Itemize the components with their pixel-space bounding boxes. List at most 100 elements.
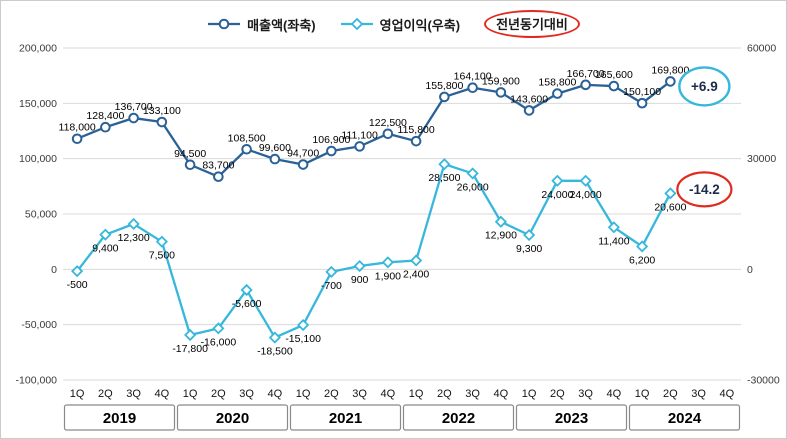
marker-operating-profit: [325, 265, 338, 278]
marker-operating-profit: [664, 187, 677, 200]
quarter-label: 4Q: [607, 388, 622, 400]
marker-revenue: [467, 82, 478, 94]
quarter-label: 1Q: [70, 388, 85, 400]
data-label-revenue: 118,000: [59, 122, 96, 134]
marker-operating-profit: [71, 265, 84, 278]
data-label-revenue: 94,500: [174, 148, 206, 160]
data-label-operating-profit: -17,800: [172, 343, 208, 355]
data-label-revenue: 158,800: [538, 77, 576, 89]
marker-operating-profit: [410, 254, 423, 267]
year-label: 2024: [668, 410, 702, 427]
year-label: 2022: [442, 410, 475, 427]
data-label-operating-profit: -500: [67, 279, 88, 291]
marker-revenue: [71, 133, 83, 145]
marker-revenue: [297, 159, 309, 170]
marker-revenue: [410, 135, 422, 147]
quarter-label: 4Q: [268, 388, 283, 400]
marker-revenue: [269, 153, 281, 165]
quarter-label: 4Q: [494, 388, 509, 400]
right-axis-tick-label: 60000: [747, 43, 776, 55]
quarter-label: 3Q: [126, 388, 141, 400]
data-label-revenue: 128,400: [86, 110, 124, 122]
data-label-revenue: 136,700: [115, 101, 153, 113]
quarter-label: 4Q: [381, 388, 396, 400]
data-label-revenue: 133,100: [143, 105, 181, 117]
year-box: [628, 404, 741, 431]
marker-operating-profit: [212, 322, 225, 335]
year-box: [402, 404, 515, 431]
quarter-label: 1Q: [183, 388, 198, 400]
year-label: 2020: [216, 410, 249, 427]
marker-revenue: [100, 121, 111, 133]
marker-operating-profit: [155, 235, 168, 248]
marker-operating-profit: [127, 217, 140, 231]
quarter-label: 2Q: [324, 388, 339, 400]
legend-item-revenue: 매출액(좌축): [207, 15, 316, 34]
marker-revenue: [439, 91, 450, 103]
data-label-operating-profit: -18,500: [257, 346, 293, 358]
marker-operating-profit: [353, 259, 366, 273]
marker-revenue: [241, 143, 252, 155]
marker-operating-profit: [607, 221, 620, 234]
legend-label-revenue: 매출액(좌축): [247, 17, 316, 33]
data-label-revenue: 150,100: [623, 86, 661, 98]
data-label-revenue: 143,600: [510, 93, 548, 105]
marker-operating-profit: [466, 167, 479, 180]
legend-marker-profit-icon: [340, 17, 373, 31]
year-box: [63, 404, 176, 431]
marker-revenue: [552, 88, 563, 99]
data-label-operating-profit: 900: [351, 274, 369, 286]
quarter-label: 2Q: [663, 388, 678, 400]
marker-revenue: [665, 76, 676, 87]
marker-revenue: [213, 171, 224, 183]
left-axis-tick-label: 50,000: [25, 209, 57, 221]
legend-marker-revenue-icon: [208, 18, 241, 30]
marker-revenue: [495, 87, 507, 98]
marker-operating-profit: [99, 228, 112, 241]
quarter-label: 1Q: [522, 388, 537, 400]
year-label: 2023: [555, 410, 588, 427]
quarter-label: 1Q: [296, 388, 311, 400]
data-label-operating-profit: 12,300: [118, 232, 150, 244]
data-label-operating-profit: 9,400: [92, 243, 118, 255]
left-axis-tick-label: -50,000: [21, 319, 57, 331]
marker-revenue: [128, 112, 139, 124]
quarter-label: 3Q: [352, 388, 367, 400]
data-label-revenue: 115,800: [398, 124, 435, 136]
marker-operating-profit: [523, 228, 536, 242]
marker-operating-profit: [636, 240, 649, 253]
legend-circle-icon: [218, 18, 230, 30]
data-label-operating-profit: 20,600: [654, 201, 686, 213]
annotation-ellipse-revenue: [678, 66, 731, 107]
data-label-revenue: 169,800: [651, 64, 689, 76]
data-label-revenue: 111,100: [341, 129, 378, 141]
marker-operating-profit: [381, 256, 394, 269]
data-label-revenue: 166,700: [567, 68, 605, 80]
chart-legend: 매출액(좌축) 영업이익(우축) 전년동기대비: [1, 10, 786, 38]
marker-operating-profit: [494, 215, 507, 228]
marker-operating-profit: [297, 318, 310, 332]
marker-operating-profit: [240, 283, 253, 297]
right-axis-tick-label: 30000: [747, 153, 776, 165]
data-label-operating-profit: -5,600: [232, 298, 262, 310]
marker-operating-profit: [268, 331, 281, 344]
data-label-operating-profit: 11,400: [598, 235, 629, 247]
data-label-revenue: 164,100: [454, 71, 492, 83]
data-label-operating-profit: -15,100: [285, 333, 321, 345]
data-label-operating-profit: 9,300: [516, 243, 542, 255]
quarter-label: 4Q: [155, 388, 170, 400]
marker-revenue: [354, 141, 365, 152]
marker-revenue: [636, 97, 648, 109]
left-axis-tick-label: 200,000: [19, 43, 57, 55]
data-label-operating-profit: 2,400: [403, 268, 429, 280]
quarter-label: 3Q: [465, 388, 480, 400]
series-line-operating-profit: [76, 163, 672, 339]
quarter-label: 1Q: [409, 388, 424, 400]
data-label-revenue: 108,500: [228, 132, 266, 144]
year-box: [515, 404, 628, 431]
quarter-label: 3Q: [691, 388, 706, 400]
legend-item-yoy: 전년동기대비: [484, 10, 580, 38]
data-label-revenue: 122,500: [369, 117, 407, 129]
